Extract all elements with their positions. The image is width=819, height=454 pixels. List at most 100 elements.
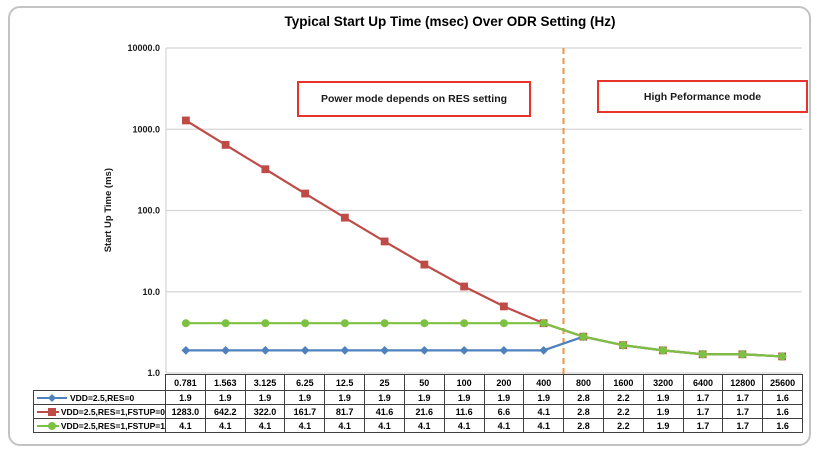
annotation-high-performance: High Peformance mode: [597, 80, 808, 113]
value-cell: 2.8: [563, 390, 604, 405]
marker-circle: [420, 319, 429, 328]
value-cell: 1.7: [722, 390, 764, 405]
column-header-odr: 6.25: [284, 374, 326, 391]
marker-diamond: [221, 345, 231, 355]
marker-circle: [499, 319, 508, 328]
value-cell: 161.7: [284, 404, 326, 419]
value-cell: 2.8: [563, 418, 604, 433]
annotation-power-mode-text: Power mode depends on RES setting: [320, 93, 508, 105]
series-2: [181, 319, 787, 361]
legend-cell: VDD=2.5,RES=0: [33, 390, 166, 405]
marker-square: [181, 116, 190, 125]
value-cell: 4.1: [324, 418, 366, 433]
y-tick-label: 1000.0: [132, 124, 160, 134]
value-cell: 1.9: [204, 390, 246, 405]
column-header-odr: 12.5: [324, 374, 366, 391]
legend-key-icon: [37, 393, 67, 402]
column-header-odr: 12800: [722, 374, 764, 391]
value-cell: 2.2: [602, 404, 644, 419]
legend-key-icon: [37, 421, 59, 430]
marker-square: [380, 237, 389, 246]
value-cell: 4.1: [244, 418, 286, 433]
marker-square: [301, 189, 310, 198]
table-corner-cell: [34, 375, 166, 391]
value-cell: 1.6: [762, 418, 803, 433]
value-cell: 1.9: [642, 404, 684, 419]
marker-circle: [539, 319, 548, 328]
value-table: 0.781 1.563 3.125 6.25 12.5 25 50 100 200 400 800 1…: [33, 374, 803, 433]
marker-diamond: [380, 345, 390, 355]
column-header-odr: 3.125: [244, 374, 286, 391]
marker-diamond: [419, 345, 429, 355]
marker-circle: [460, 319, 469, 328]
legend-series-name: VDD=2.5,RES=1,FSTUP=0: [60, 406, 165, 417]
annotation-high-performance-text: High Peformance mode: [643, 90, 762, 103]
value-cell: 81.7: [324, 404, 366, 419]
value-cell: 1.9: [443, 390, 485, 405]
series-0: [181, 332, 787, 361]
value-cell: 4.1: [364, 418, 405, 433]
value-cell: 1.9: [642, 418, 684, 433]
value-cell: 1.9: [483, 390, 525, 405]
value-cell: 1283.0: [165, 404, 206, 419]
y-tick-label: 100.0: [137, 206, 160, 216]
column-header-odr: 800: [563, 374, 604, 391]
annotation-power-mode: Power mode depends on RES setting: [297, 81, 531, 117]
marker-diamond: [499, 345, 509, 355]
marker-circle: [301, 319, 310, 328]
value-cell: 4.1: [403, 418, 445, 433]
value-cell: 4.1: [483, 418, 525, 433]
marker-diamond: [539, 345, 549, 355]
value-cell: 1.9: [403, 390, 445, 405]
value-cell: 4.1: [204, 418, 246, 433]
value-cell: 2.8: [563, 404, 604, 419]
marker-circle: [221, 319, 230, 328]
marker-circle: [181, 319, 190, 328]
column-header-odr: 25600: [762, 374, 803, 391]
column-header-odr: 100: [443, 374, 485, 391]
marker-square: [499, 302, 508, 311]
series-line: [185, 322, 783, 358]
column-header-odr: 1.563: [204, 374, 246, 391]
marker-diamond: [260, 345, 270, 355]
value-cell: 11.6: [443, 404, 485, 419]
marker-circle: [619, 341, 628, 350]
column-header-odr: 6400: [682, 374, 724, 391]
legend-series-name: VDD=2.5,RES=1,FSTUP=1: [60, 420, 165, 431]
marker-diamond: [459, 345, 469, 355]
marker-circle: [261, 319, 270, 328]
value-cell: 6.6: [483, 404, 525, 419]
marker-circle: [698, 350, 707, 359]
value-cell: 1.9: [523, 390, 565, 405]
chart-title: Typical Start Up Time (msec) Over ODR Se…: [284, 14, 616, 29]
column-header-odr: 1600: [602, 374, 644, 391]
table-row: VDD=2.5,RES=1,FSTUP=0 1283.0 642.2 322.0 161…: [33, 404, 803, 419]
value-cell: 4.1: [443, 418, 485, 433]
value-cell: 4.1: [165, 418, 206, 433]
column-header-odr: 200: [483, 374, 525, 391]
data-table: 0.781 1.563 3.125 6.25 12.5 25 50 100 200 400 800 1…: [33, 374, 803, 433]
value-cell: 1.7: [682, 390, 724, 405]
marker-diamond: [300, 345, 310, 355]
value-cell: 1.7: [682, 418, 724, 433]
series-line: [185, 119, 783, 358]
column-header-odr: 0.781: [165, 374, 206, 391]
marker-square: [420, 260, 429, 269]
value-cell: 4.1: [284, 418, 326, 433]
table-row: VDD=2.5,RES=1,FSTUP=1 4.1 4.1 4.1 4.1 4.1 4.1 4…: [33, 418, 803, 433]
table-row: VDD=2.5,RES=0 1.9 1.9 1.9 1.9 1.9 1.9 1.9 1.9 1.9…: [33, 390, 803, 405]
value-cell: 41.6: [364, 404, 405, 419]
legend-series-name: VDD=2.5,RES=0: [70, 392, 135, 403]
value-cell: 1.7: [722, 404, 764, 419]
marker-diamond: [340, 345, 350, 355]
value-cell: 642.2: [204, 404, 246, 419]
y-tick-label: 10.0: [142, 287, 160, 297]
value-cell: 2.2: [602, 418, 644, 433]
value-cell: 1.7: [722, 418, 764, 433]
value-cell: 4.1: [523, 404, 565, 419]
column-header-odr: 3200: [642, 374, 684, 391]
marker-circle: [579, 332, 588, 341]
value-cell: 4.1: [523, 418, 565, 433]
marker-circle: [778, 352, 787, 361]
